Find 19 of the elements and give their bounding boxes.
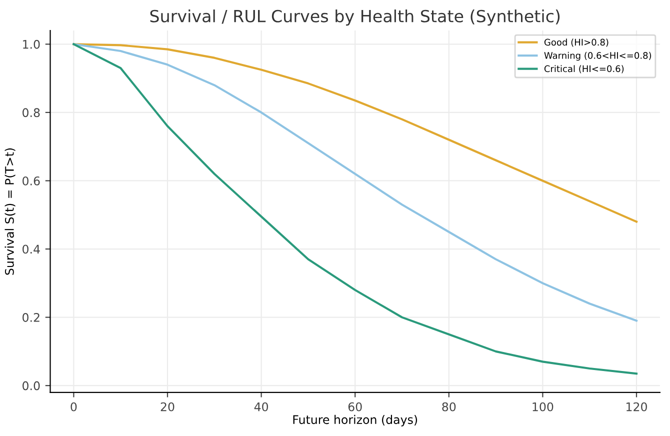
y-tick-label: 0.4 [22, 244, 40, 254]
x-tick-label: 120 [626, 402, 647, 412]
y-tick-label: 0.6 [22, 176, 40, 186]
x-tick-label: 20 [160, 402, 174, 412]
chart-title: Survival / RUL Curves by Health State (Synthetic) [150, 10, 560, 26]
y-axis-title: Survival S(t) = P(T>t) [4, 148, 16, 275]
x-tick-label: 0 [70, 402, 77, 412]
x-tick-label: 80 [442, 402, 456, 412]
legend-label: Critical (HI<=0.6) [544, 65, 624, 74]
y-tick-label: 0.2 [22, 313, 40, 322]
x-axis-title: Future horizon (days) [293, 414, 418, 426]
x-tick-label: 60 [348, 402, 362, 412]
x-tick-label: 100 [532, 402, 554, 412]
legend-label: Good (HI>0.8) [544, 38, 608, 47]
y-tick-label: 0.8 [22, 108, 40, 118]
x-tick-label: 40 [254, 402, 268, 412]
y-tick-label: 1.0 [23, 40, 40, 49]
y-tick-label: 0.0 [22, 381, 40, 390]
legend-label: Warning (0.6<HI<=0.8) [544, 52, 652, 61]
